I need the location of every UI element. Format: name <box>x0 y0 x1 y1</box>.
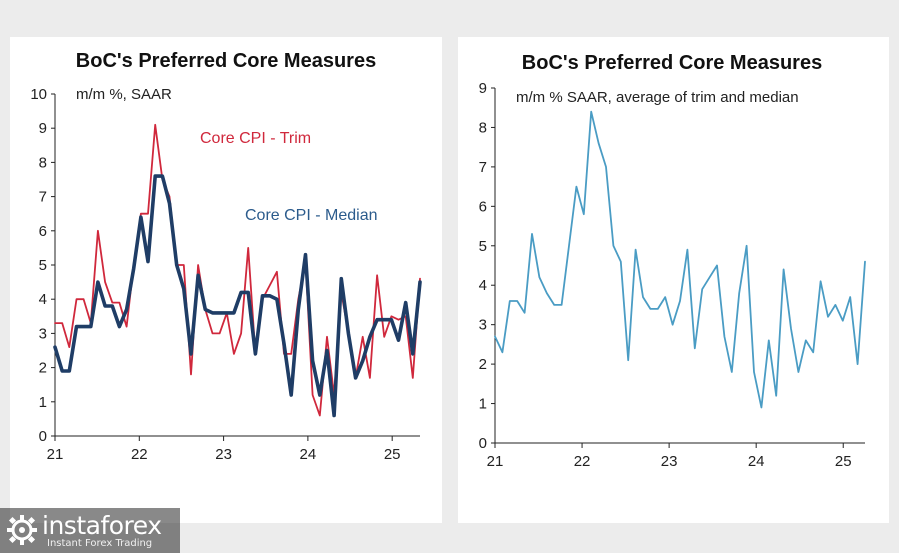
x-tick-label: 24 <box>748 453 765 470</box>
y-tick-label: 6 <box>479 198 487 215</box>
series-line-core-cpi-trim <box>54 123 421 417</box>
y-axis-label: m/m %, SAAR <box>76 86 172 103</box>
y-tick-label: 4 <box>479 277 487 294</box>
instaforex-logo-icon <box>7 515 37 545</box>
y-tick-label: 10 <box>30 86 47 103</box>
y-tick-label: 1 <box>39 394 47 411</box>
trim-series-label: Core CPI - Trim <box>200 130 311 147</box>
left-chart: BoC's Preferred Core Measures m/m %, SAA… <box>30 50 422 463</box>
right-chart-panel: BoC's Preferred Core Measures m/m % SAAR… <box>458 37 889 523</box>
y-tick-label: 9 <box>479 80 487 97</box>
y-tick-label: 4 <box>39 291 47 308</box>
y-tick-label: 2 <box>39 360 47 377</box>
y-tick-label: 6 <box>39 223 47 240</box>
y-tick-label: 8 <box>479 119 487 136</box>
watermark-brand: instaforex <box>42 511 162 540</box>
series-layer <box>53 123 422 418</box>
x-tick-label: 23 <box>215 446 232 463</box>
y-tick-label: 7 <box>479 159 487 176</box>
x-tick-label: 24 <box>300 446 317 463</box>
x-tick-label: 25 <box>384 446 401 463</box>
y-axis-label: m/m % SAAR, average of trim and median <box>516 89 799 106</box>
x-tick-label: 25 <box>835 453 852 470</box>
series-layer <box>494 110 866 409</box>
y-tick-label: 2 <box>479 356 487 373</box>
y-tick-label: 3 <box>39 325 47 342</box>
watermark: instaforex Instant Forex Trading <box>0 508 180 553</box>
y-tick-label: 0 <box>39 428 47 445</box>
y-tick-label: 0 <box>479 435 487 452</box>
y-tick-label: 7 <box>39 189 47 206</box>
series-line-core-cpi-median <box>53 174 422 418</box>
series-line-average-of-trim-and-median <box>494 110 866 409</box>
y-tick-label: 9 <box>39 120 47 137</box>
y-tick-label: 5 <box>39 257 47 274</box>
x-tick-label: 21 <box>487 453 504 470</box>
right-chart: BoC's Preferred Core Measures m/m % SAAR… <box>479 52 866 470</box>
x-tick-label: 21 <box>47 446 64 463</box>
chart-title: BoC's Preferred Core Measures <box>76 50 376 72</box>
left-chart-panel: BoC's Preferred Core Measures m/m %, SAA… <box>10 37 442 523</box>
x-tick-label: 23 <box>661 453 678 470</box>
watermark-tagline: Instant Forex Trading <box>47 538 153 549</box>
y-tick-label: 8 <box>39 154 47 171</box>
y-tick-label: 5 <box>479 238 487 255</box>
y-tick-label: 3 <box>479 317 487 334</box>
median-series-label: Core CPI - Median <box>245 207 378 224</box>
y-tick-label: 1 <box>479 396 487 413</box>
x-tick-label: 22 <box>131 446 148 463</box>
x-tick-label: 22 <box>574 453 591 470</box>
chart-title: BoC's Preferred Core Measures <box>522 52 822 74</box>
